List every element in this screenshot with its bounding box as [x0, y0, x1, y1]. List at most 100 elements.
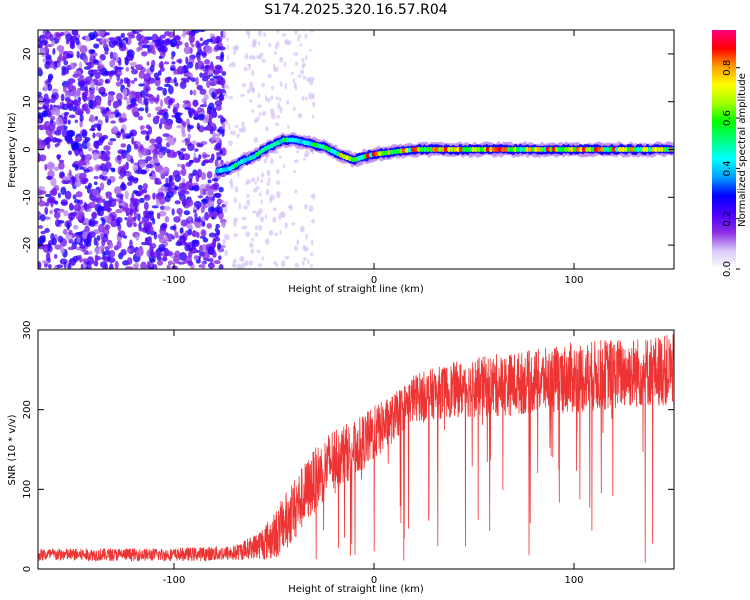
heatmap-noise-blob — [97, 30, 105, 37]
heatmap-noise-blob — [74, 110, 83, 116]
heatmap-noise-blob — [241, 225, 245, 230]
heatmap-noise-blob — [171, 208, 175, 216]
heatmap-noise-blob — [126, 32, 135, 37]
heatmap-noise-blob — [302, 75, 306, 80]
heatmap-noise-blob — [212, 251, 217, 258]
heatmap-noise-blob — [38, 91, 42, 97]
heatmap-noise-blob — [270, 95, 274, 100]
heatmap-noise-blob — [79, 166, 85, 170]
heatmap-noise-blob — [72, 255, 79, 263]
heatmap-noise-blob — [252, 87, 255, 94]
heatmap-noise-blob — [120, 248, 127, 256]
heatmap-noise-blob — [74, 100, 81, 106]
heatmap-noise-blob — [84, 136, 91, 142]
heatmap-noise-blob — [233, 197, 237, 204]
heatmap-noise-blob — [116, 73, 121, 82]
heatmap-noise-blob — [185, 180, 193, 190]
heatmap-noise-blob — [231, 263, 237, 268]
heatmap-noise-blob — [105, 194, 111, 199]
heatmap-noise-blob — [167, 31, 175, 38]
heatmap-noise-blob — [267, 177, 271, 182]
heatmap-noise-blob — [81, 129, 88, 139]
heatmap-noise-blob — [201, 98, 206, 103]
heatmap-noise-blob — [241, 83, 246, 88]
heatmap-noise-blob — [82, 258, 91, 262]
heatmap-noise-blob — [103, 145, 111, 151]
heatmap-noise-blob — [133, 111, 140, 116]
heatmap-noise-blob — [219, 54, 224, 63]
heatmap-noise-blob — [218, 255, 222, 261]
heatmap-noise-blob — [54, 219, 61, 227]
heatmap-noise-blob — [98, 87, 105, 93]
heatmap-noise-blob — [272, 216, 277, 223]
heatmap-noise-blob — [198, 30, 206, 33]
heatmap-noise-blob — [71, 232, 75, 239]
heatmap-noise-blob — [149, 44, 155, 54]
heatmap-noise-blob — [212, 239, 217, 248]
heatmap-noise-blob — [206, 196, 214, 200]
heatmap-noise-blob — [275, 96, 279, 101]
heatmap-noise-blob — [143, 194, 151, 201]
heatmap-noise-blob — [202, 252, 210, 261]
heatmap-noise-blob — [158, 61, 164, 69]
heatmap-noise-blob — [87, 61, 95, 69]
heatmap-noise-blob — [144, 237, 148, 243]
heatmap-noise-blob — [98, 209, 104, 217]
heatmap-noise-blob — [131, 68, 139, 75]
heatmap-noise-blob — [258, 208, 263, 215]
heatmap-noise-blob — [136, 47, 141, 52]
heatmap-noise-blob — [129, 61, 137, 67]
heatmap-noise-blob — [143, 96, 147, 105]
heatmap-noise-blob — [215, 223, 220, 229]
colorbar-tick-label: 0.2 — [722, 211, 733, 227]
heatmap-noise-blob — [100, 153, 108, 162]
heatmap-noise-blob — [44, 44, 48, 53]
heatmap-noise-blob — [64, 190, 72, 200]
heatmap-noise-blob — [259, 216, 265, 223]
heatmap-noise-blob — [165, 177, 169, 184]
heatmap-y-label: Frequency (Hz) — [7, 112, 18, 188]
heatmap-noise-blob — [212, 182, 220, 191]
heatmap-noise-blob — [203, 93, 209, 101]
heatmap-noise-blob — [223, 206, 228, 214]
heatmap-noise-blob — [268, 229, 274, 236]
heatmap-noise-blob — [106, 206, 111, 213]
heatmap-noise-blob — [208, 157, 214, 164]
heatmap-noise-blob — [210, 79, 218, 87]
heatmap-noise-blob — [118, 40, 124, 49]
heatmap-noise-blob — [208, 232, 216, 238]
heatmap-noise-blob — [98, 223, 105, 233]
heatmap-noise-blob — [79, 244, 86, 249]
heatmap-noise-blob — [137, 107, 145, 112]
heatmap-noise-blob — [245, 30, 251, 35]
heatmap-noise-blob — [66, 53, 74, 59]
heatmap-noise-blob — [228, 63, 232, 68]
heatmap-noise-blob — [93, 175, 99, 180]
heatmap-noise-blob — [59, 31, 65, 37]
heatmap-noise-blob — [72, 73, 80, 78]
heatmap-noise-blob — [140, 125, 145, 130]
heatmap-noise-blob — [63, 111, 70, 116]
heatmap-noise-blob — [99, 174, 104, 180]
heatmap-noise-blob — [104, 246, 110, 251]
heatmap-noise-blob — [207, 200, 215, 208]
heatmap-noise-blob — [44, 193, 52, 198]
heatmap-noise-blob — [76, 236, 81, 243]
heatmap-noise-blob — [107, 70, 115, 74]
heatmap-noise-blob — [61, 103, 70, 111]
heatmap-noise-blob — [123, 96, 128, 101]
heatmap-noise-blob — [115, 81, 123, 87]
heatmap-noise-blob — [233, 130, 236, 136]
heatmap-noise-blob — [234, 258, 237, 264]
heatmap-noise-blob — [125, 67, 130, 72]
heatmap-noise-blob — [204, 65, 210, 69]
heatmap-noise-blob — [187, 228, 193, 236]
heatmap-noise-blob — [54, 129, 62, 136]
heatmap-noise-blob — [194, 212, 198, 219]
heatmap-noise-blob — [88, 218, 96, 228]
heatmap-noise-blob — [243, 260, 249, 267]
heatmap-noise-blob — [113, 52, 119, 59]
heatmap-noise-blob — [79, 114, 84, 122]
heatmap-noise-blob — [91, 211, 98, 220]
